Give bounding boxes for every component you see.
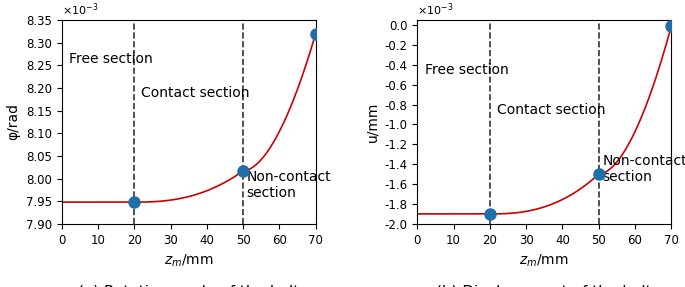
Point xyxy=(593,172,604,177)
Y-axis label: u/mm: u/mm xyxy=(365,102,379,142)
Text: (b) Displacement of the bolt: (b) Displacement of the bolt xyxy=(436,285,652,287)
Text: Non-contact
section: Non-contact section xyxy=(247,170,332,201)
Text: $\times10^{-3}$: $\times10^{-3}$ xyxy=(417,1,453,18)
Text: Free section: Free section xyxy=(69,52,153,66)
Text: Free section: Free section xyxy=(425,63,508,77)
Text: $\times10^{-3}$: $\times10^{-3}$ xyxy=(62,1,98,18)
Point xyxy=(484,212,495,216)
Text: Contact section: Contact section xyxy=(497,102,606,117)
Point xyxy=(129,200,140,204)
Point xyxy=(310,31,321,36)
Y-axis label: φ/rad: φ/rad xyxy=(6,104,21,140)
Text: Contact section: Contact section xyxy=(142,86,250,100)
Text: Non-contact
section: Non-contact section xyxy=(602,154,685,184)
Point xyxy=(238,168,249,173)
X-axis label: $z_m$/mm: $z_m$/mm xyxy=(519,252,569,269)
Point xyxy=(666,24,677,28)
X-axis label: $z_m$/mm: $z_m$/mm xyxy=(164,252,214,269)
Text: (a) Rotation angle of the bolt: (a) Rotation angle of the bolt xyxy=(78,285,299,287)
